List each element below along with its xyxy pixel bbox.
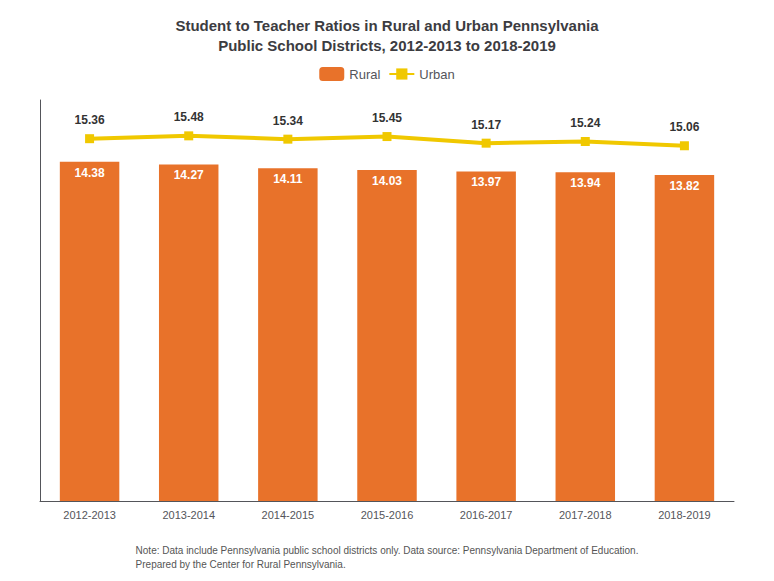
- svg-text:2012-2013: 2012-2013: [63, 509, 116, 521]
- svg-text:2014-2015: 2014-2015: [262, 509, 315, 521]
- svg-text:15.48: 15.48: [174, 110, 204, 124]
- svg-text:15.36: 15.36: [75, 113, 105, 127]
- svg-text:2013-2014: 2013-2014: [162, 509, 215, 521]
- svg-text:Rural: Rural: [349, 67, 380, 82]
- svg-text:13.82: 13.82: [669, 179, 699, 193]
- svg-text:13.97: 13.97: [471, 175, 501, 189]
- svg-text:Student to Teacher Ratios in R: Student to Teacher Ratios in Rural and U…: [175, 17, 599, 34]
- svg-text:15.45: 15.45: [372, 111, 402, 125]
- svg-text:2015-2016: 2015-2016: [361, 509, 414, 521]
- svg-text:Urban: Urban: [419, 67, 454, 82]
- svg-text:15.17: 15.17: [471, 118, 501, 132]
- svg-text:13.94: 13.94: [570, 176, 600, 190]
- svg-text:14.03: 14.03: [372, 174, 402, 188]
- svg-text:15.34: 15.34: [273, 114, 303, 128]
- svg-text:15.06: 15.06: [669, 120, 699, 134]
- svg-text:2018-2019: 2018-2019: [658, 509, 711, 521]
- svg-text:Note: Data include Pennsylvani: Note: Data include Pennsylvania public s…: [136, 545, 639, 556]
- svg-text:Public School Districts, 2012-: Public School Districts, 2012-2013 to 20…: [218, 37, 556, 54]
- svg-text:15.24: 15.24: [570, 116, 600, 130]
- svg-text:2016-2017: 2016-2017: [460, 509, 513, 521]
- svg-text:Prepared by the Center for Rur: Prepared by the Center for Rural Pennsyl…: [136, 559, 346, 570]
- svg-text:2017-2018: 2017-2018: [559, 509, 612, 521]
- svg-text:14.27: 14.27: [174, 168, 204, 182]
- svg-text:14.38: 14.38: [75, 166, 105, 180]
- svg-text:14.11: 14.11: [273, 172, 303, 186]
